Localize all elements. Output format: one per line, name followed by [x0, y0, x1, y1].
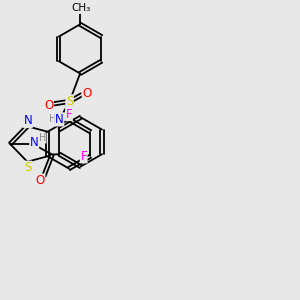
Text: F: F [66, 107, 72, 121]
Text: N: N [23, 114, 32, 128]
Text: F: F [80, 150, 87, 163]
Text: O: O [82, 87, 91, 100]
Text: N: N [30, 136, 39, 149]
Text: S: S [24, 161, 32, 174]
Text: H: H [39, 133, 46, 143]
Text: O: O [44, 99, 53, 112]
Text: S: S [66, 95, 73, 108]
Text: N: N [55, 113, 64, 126]
Text: CH₃: CH₃ [72, 3, 91, 14]
Text: H: H [49, 114, 56, 124]
Text: O: O [36, 174, 45, 187]
